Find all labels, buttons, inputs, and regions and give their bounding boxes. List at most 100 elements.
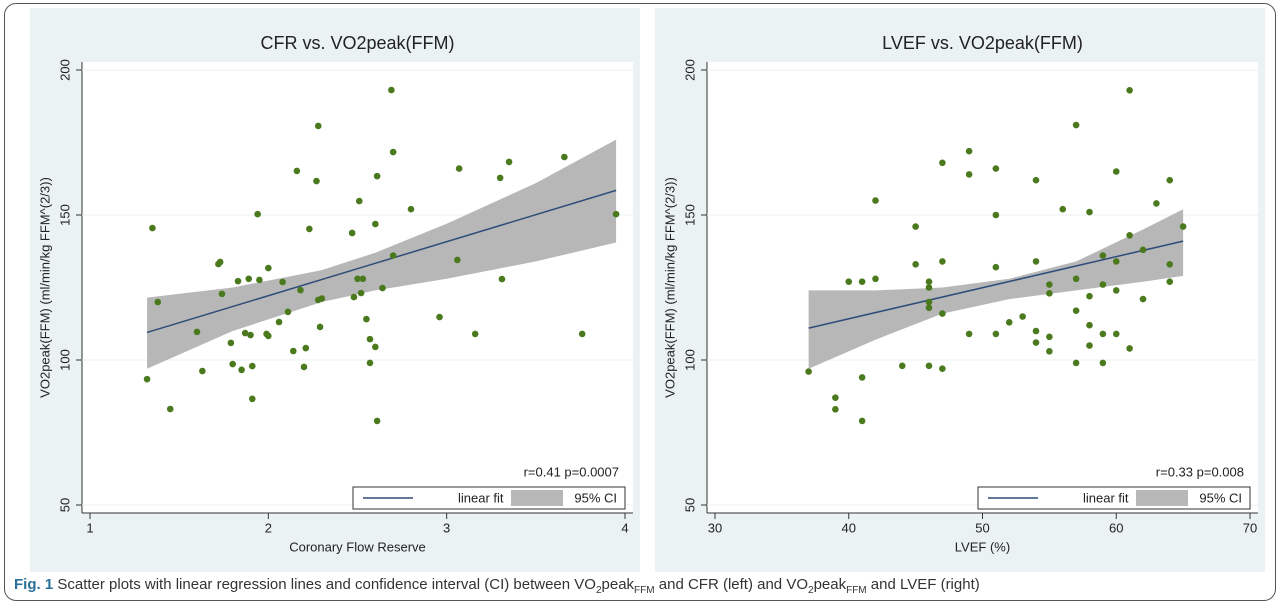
point <box>1166 278 1174 286</box>
point <box>1112 287 1120 294</box>
x-tick-label: 4 <box>621 520 628 535</box>
chart-title: CFR vs. VO2peak(FFM) <box>260 33 454 53</box>
point <box>939 258 946 265</box>
point <box>373 417 381 425</box>
point <box>247 331 254 339</box>
caption-segment: 2 <box>808 585 814 596</box>
point <box>496 174 504 182</box>
point <box>234 277 242 285</box>
point <box>297 286 304 294</box>
point <box>1153 200 1160 207</box>
point <box>965 171 973 178</box>
y-tick-label: 100 <box>682 349 697 371</box>
point <box>248 362 256 370</box>
point <box>872 197 879 204</box>
point <box>372 343 379 351</box>
caption-segment: FFM <box>846 585 867 596</box>
x-tick-label: 70 <box>1243 520 1257 535</box>
point <box>199 367 206 375</box>
point <box>1072 121 1080 129</box>
point <box>284 308 292 316</box>
x-tick-label: 3 <box>443 520 450 535</box>
y-tick-label: 150 <box>57 204 72 226</box>
y-tick-label: 200 <box>682 59 697 81</box>
point <box>454 256 461 264</box>
point <box>912 261 919 268</box>
point <box>992 211 1000 219</box>
point <box>939 159 946 167</box>
point <box>1032 339 1040 346</box>
caption-segment: FFM <box>634 585 655 596</box>
y-tick-label: 200 <box>57 59 72 81</box>
point <box>1086 208 1093 216</box>
point <box>1032 327 1040 335</box>
point <box>359 275 367 283</box>
point <box>925 284 933 291</box>
y-tick-label: 50 <box>682 498 697 512</box>
point <box>1032 258 1040 265</box>
point <box>388 86 395 94</box>
point <box>1099 281 1107 288</box>
point <box>149 224 156 232</box>
point <box>1112 168 1120 175</box>
point <box>858 374 866 381</box>
point <box>858 278 866 286</box>
point <box>279 278 286 286</box>
annotation: r=0.41 p=0.0007 <box>524 464 619 479</box>
point <box>373 172 381 180</box>
y-tick-label: 150 <box>682 204 697 226</box>
point <box>366 359 374 367</box>
point <box>350 293 358 301</box>
caption-segment: and LVEF (right) <box>866 576 980 593</box>
point <box>1046 281 1053 288</box>
point <box>1046 333 1053 341</box>
fit-line <box>146 189 617 334</box>
point <box>578 330 586 338</box>
x-tick-label: 60 <box>1109 520 1123 535</box>
point <box>318 295 326 302</box>
point <box>1166 176 1174 184</box>
point <box>241 329 249 337</box>
point <box>832 406 839 413</box>
x-axis-title: Coronary Flow Reserve <box>289 539 426 554</box>
point <box>992 330 1000 338</box>
caption-segment: peak <box>813 576 847 593</box>
point <box>925 278 933 286</box>
legend-label: 95% CI <box>574 490 617 505</box>
point <box>471 330 479 338</box>
x-tick-label: 1 <box>86 520 93 535</box>
point <box>154 298 162 306</box>
point <box>1046 290 1053 297</box>
point <box>939 365 946 373</box>
chart: CFR vs. VO2peak(FFM) Coronary Flow Reserv… <box>30 8 1265 572</box>
point <box>505 158 513 166</box>
point <box>965 147 973 155</box>
point <box>300 363 308 371</box>
point <box>193 328 201 336</box>
point <box>925 304 933 312</box>
point <box>407 205 415 213</box>
caption: Fig. 1 Scatter plots with linear regress… <box>14 576 980 596</box>
point <box>1126 232 1133 239</box>
point <box>992 263 1000 271</box>
point <box>1086 292 1093 300</box>
point <box>1072 307 1080 315</box>
point <box>245 275 253 283</box>
point <box>379 284 386 292</box>
y-tick-label: 50 <box>57 498 72 512</box>
x-axis-title: LVEF (%) <box>955 539 1010 554</box>
point <box>858 417 866 425</box>
point <box>227 339 235 347</box>
point <box>1019 313 1026 320</box>
point <box>256 276 263 284</box>
point <box>355 197 363 205</box>
point <box>612 210 620 218</box>
point <box>1005 319 1013 326</box>
point <box>1112 330 1120 338</box>
point <box>1086 321 1093 329</box>
point <box>845 278 853 286</box>
point <box>561 153 568 161</box>
fit-line <box>808 240 1184 329</box>
point <box>265 332 272 340</box>
